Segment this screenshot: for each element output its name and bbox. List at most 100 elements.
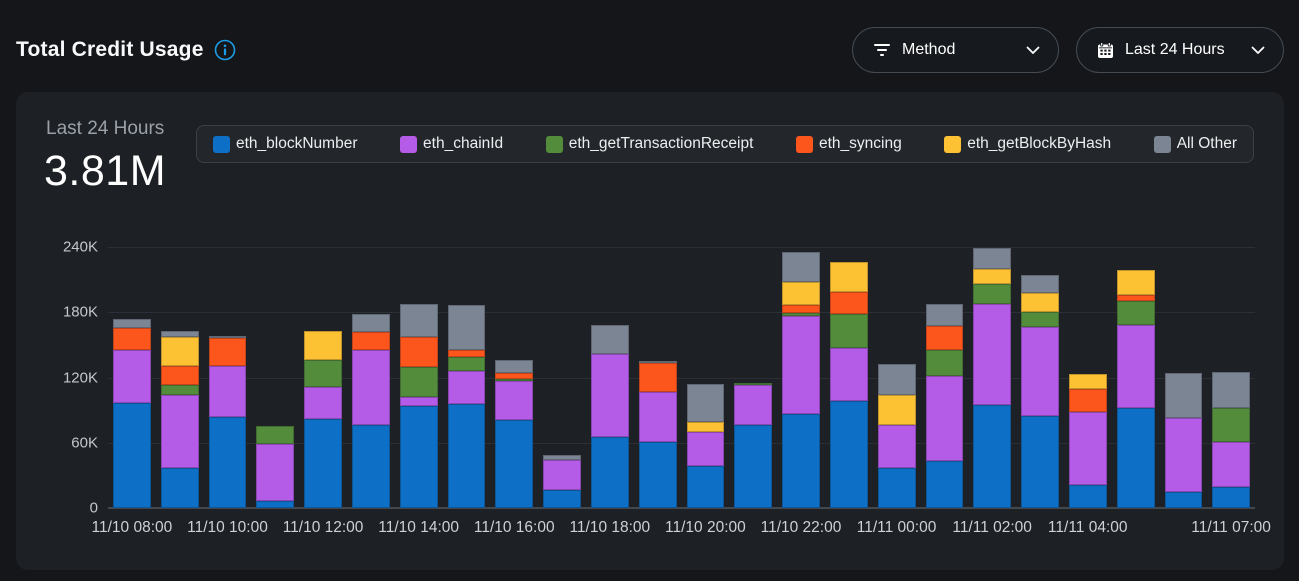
- bar-segment-eth_blockNumber[interactable]: [638, 441, 677, 508]
- bar-segment-eth_getTransactionReceipt[interactable]: [256, 426, 295, 444]
- bar-segment-eth_blockNumber[interactable]: [734, 425, 773, 508]
- bar-segment-eth_getBlockByHash[interactable]: [160, 337, 199, 366]
- bar-segment-eth_getTransactionReceipt[interactable]: [160, 385, 199, 395]
- bar-segment-All Other[interactable]: [686, 384, 725, 423]
- stacked-bar[interactable]: [973, 248, 1012, 508]
- stacked-bar[interactable]: [686, 384, 725, 508]
- bar-segment-eth_syncing[interactable]: [352, 331, 390, 351]
- stacked-bar[interactable]: [925, 303, 964, 508]
- bar-segment-eth_blockNumber[interactable]: [877, 467, 916, 508]
- bar-segment-eth_getTransactionReceipt[interactable]: [734, 382, 773, 386]
- bar-segment-eth_chainId[interactable]: [734, 385, 773, 426]
- bar-segment-All Other[interactable]: [638, 361, 677, 364]
- stacked-bar[interactable]: [160, 330, 199, 508]
- stacked-bar[interactable]: [590, 325, 629, 508]
- bar-segment-eth_chainId[interactable]: [1116, 325, 1155, 408]
- stacked-bar[interactable]: [447, 304, 486, 508]
- bar-segment-eth_chainId[interactable]: [208, 365, 247, 417]
- bar-segment-eth_syncing[interactable]: [782, 304, 820, 314]
- bar-segment-eth_blockNumber[interactable]: [160, 467, 199, 508]
- bar-segment-eth_chainId[interactable]: [829, 348, 868, 402]
- stacked-bar[interactable]: [1212, 372, 1251, 508]
- bar-segment-All Other[interactable]: [495, 360, 534, 374]
- bar-segment-All Other[interactable]: [877, 364, 916, 395]
- method-dropdown[interactable]: Method: [852, 27, 1059, 73]
- bar-segment-eth_getTransactionReceipt[interactable]: [829, 314, 868, 349]
- bar-segment-eth_getTransactionReceipt[interactable]: [925, 350, 964, 377]
- bar-segment-eth_getTransactionReceipt[interactable]: [973, 284, 1012, 304]
- bar-segment-eth_blockNumber[interactable]: [352, 425, 390, 508]
- bar-segment-eth_getBlockByHash[interactable]: [1068, 374, 1107, 390]
- legend-item-eth_chainId[interactable]: eth_chainId: [400, 135, 503, 153]
- stacked-bar[interactable]: [1068, 374, 1107, 508]
- legend-item-All Other[interactable]: All Other: [1153, 135, 1237, 153]
- bar-segment-eth_blockNumber[interactable]: [686, 465, 725, 508]
- bar-segment-eth_syncing[interactable]: [1116, 294, 1155, 302]
- bar-segment-eth_getTransactionReceipt[interactable]: [447, 356, 486, 371]
- time-range-dropdown[interactable]: Last 24 Hours: [1076, 27, 1284, 73]
- bar-segment-eth_getBlockByHash[interactable]: [1116, 269, 1155, 295]
- bar-segment-eth_chainId[interactable]: [352, 350, 390, 426]
- bar-segment-All Other[interactable]: [160, 330, 199, 338]
- bar-segment-All Other[interactable]: [782, 252, 820, 282]
- stacked-bar[interactable]: [304, 330, 342, 508]
- bar-segment-eth_syncing[interactable]: [160, 365, 199, 386]
- bar-segment-eth_chainId[interactable]: [925, 376, 964, 462]
- bar-segment-All Other[interactable]: [1021, 275, 1059, 293]
- bar-segment-eth_blockNumber[interactable]: [399, 405, 438, 508]
- stacked-bar[interactable]: [256, 426, 295, 508]
- bar-segment-eth_blockNumber[interactable]: [113, 402, 151, 508]
- bar-segment-eth_syncing[interactable]: [447, 350, 486, 357]
- bar-segment-All Other[interactable]: [352, 314, 390, 332]
- bar-segment-eth_chainId[interactable]: [973, 303, 1012, 405]
- bar-segment-eth_chainId[interactable]: [1021, 327, 1059, 416]
- legend-item-eth_getBlockByHash[interactable]: eth_getBlockByHash: [944, 135, 1111, 153]
- bar-segment-eth_chainId[interactable]: [447, 370, 486, 404]
- bar-segment-eth_getTransactionReceipt[interactable]: [399, 366, 438, 398]
- bar-segment-eth_chainId[interactable]: [638, 391, 677, 442]
- bar-segment-eth_blockNumber[interactable]: [495, 419, 534, 508]
- bar-segment-All Other[interactable]: [543, 454, 581, 461]
- bar-segment-eth_getTransactionReceipt[interactable]: [304, 360, 342, 388]
- bar-segment-eth_chainId[interactable]: [782, 315, 820, 415]
- bar-segment-eth_syncing[interactable]: [495, 373, 534, 379]
- bar-segment-eth_blockNumber[interactable]: [590, 437, 629, 508]
- stacked-bar[interactable]: [1021, 275, 1059, 508]
- stacked-bar[interactable]: [1116, 269, 1155, 508]
- bar-segment-eth_getTransactionReceipt[interactable]: [782, 313, 820, 316]
- bar-segment-eth_chainId[interactable]: [256, 443, 295, 502]
- bar-segment-eth_syncing[interactable]: [113, 327, 151, 351]
- bar-segment-All Other[interactable]: [399, 303, 438, 338]
- stacked-bar[interactable]: [1164, 373, 1203, 508]
- bar-segment-eth_blockNumber[interactable]: [208, 416, 247, 508]
- bar-segment-eth_blockNumber[interactable]: [829, 401, 868, 508]
- bar-segment-eth_syncing[interactable]: [829, 291, 868, 315]
- stacked-bar[interactable]: [829, 262, 868, 508]
- stacked-bar[interactable]: [113, 318, 151, 508]
- bar-segment-eth_chainId[interactable]: [160, 394, 199, 468]
- bar-segment-eth_blockNumber[interactable]: [543, 489, 581, 508]
- stacked-bar[interactable]: [543, 454, 581, 508]
- bar-segment-eth_getBlockByHash[interactable]: [877, 394, 916, 426]
- bar-segment-eth_getTransactionReceipt[interactable]: [1116, 301, 1155, 326]
- bar-segment-eth_blockNumber[interactable]: [782, 414, 820, 508]
- legend-item-eth_blockNumber[interactable]: eth_blockNumber: [213, 135, 357, 153]
- bar-segment-eth_chainId[interactable]: [495, 380, 534, 420]
- bar-segment-eth_getTransactionReceipt[interactable]: [1212, 407, 1251, 442]
- bar-segment-eth_chainId[interactable]: [543, 460, 581, 490]
- stacked-bar[interactable]: [734, 382, 773, 508]
- bar-segment-eth_chainId[interactable]: [686, 431, 725, 466]
- stacked-bar[interactable]: [495, 360, 534, 508]
- bar-segment-eth_blockNumber[interactable]: [447, 403, 486, 508]
- bar-segment-eth_chainId[interactable]: [877, 425, 916, 468]
- bar-segment-eth_getBlockByHash[interactable]: [829, 262, 868, 292]
- bar-segment-eth_getBlockByHash[interactable]: [782, 281, 820, 305]
- legend-item-eth_syncing[interactable]: eth_syncing: [795, 135, 902, 153]
- bar-segment-eth_chainId[interactable]: [399, 397, 438, 406]
- bar-segment-eth_blockNumber[interactable]: [925, 461, 964, 508]
- info-icon[interactable]: [214, 39, 236, 61]
- bar-segment-eth_chainId[interactable]: [1068, 412, 1107, 486]
- bar-segment-eth_blockNumber[interactable]: [1068, 485, 1107, 508]
- bar-segment-All Other[interactable]: [447, 304, 486, 351]
- bar-segment-eth_blockNumber[interactable]: [1116, 407, 1155, 508]
